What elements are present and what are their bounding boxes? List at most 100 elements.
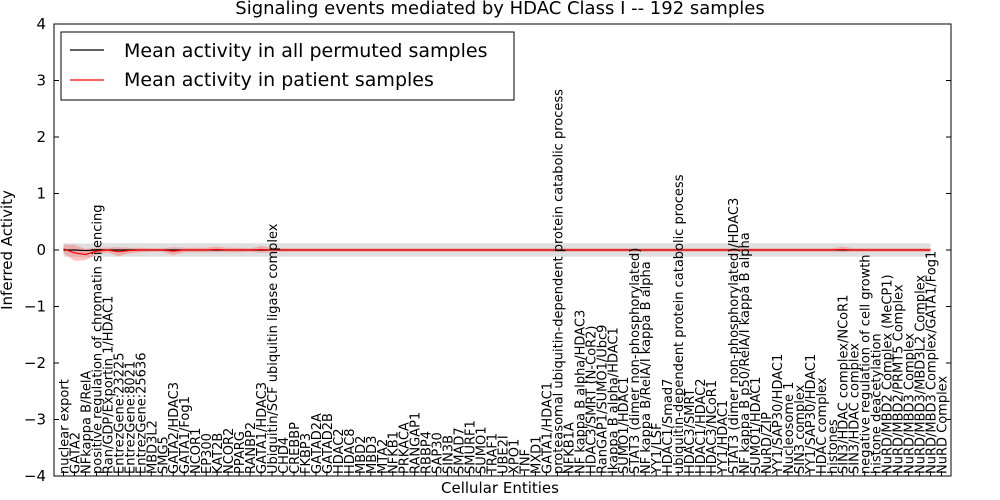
x-tick-label: NFKB1A (562, 422, 577, 474)
x-tick-label: HDAC1/Smad7 (661, 379, 676, 474)
chart-title: Signaling events mediated by HDAC Class … (235, 0, 764, 19)
x-tick-label: HDAC3/SMRT (683, 388, 698, 474)
x-tick-label: NCOR1 (189, 428, 204, 474)
x-tick-label: EntrezGene:8021 (123, 361, 138, 474)
x-tick-label: TRAF1 (486, 433, 501, 475)
legend: Mean activity in all permuted samples Me… (60, 31, 515, 101)
y-tick-label: −3 (24, 411, 46, 429)
y-tick-label: 1 (36, 185, 46, 203)
x-tick-label: NuRD/MBD3/MBD3L2 Complex (914, 274, 929, 474)
x-tick-label: GATA1/HDAC1 (540, 382, 555, 474)
x-tick-label: GATA2/HDAC3 (167, 382, 182, 474)
x-tick-label: CHD4 (277, 437, 292, 474)
x-tick-label: Ikappa B alpha/HDAC1 (606, 327, 621, 474)
x-tick-label: RanGAP1/SUMO1/Ubc9 (595, 325, 610, 474)
x-tick-label: HDAC1/HDAC2 (694, 378, 709, 474)
x-tick-label: NuRD/MBD3 Complex/GATA1/Fog1 (925, 251, 940, 474)
x-tick-label: FKBP3 (299, 433, 314, 474)
x-tick-label: negative regulation of cell growth (859, 254, 874, 474)
x-tick-label: SMAD7 (453, 427, 468, 474)
x-tick-label: Nucleosome 1 (782, 382, 797, 474)
x-tick-label: Ran/GDP/Exportin 1/HDAC1 (101, 296, 116, 474)
x-tick-label: EntrezGene:25636 (134, 353, 149, 474)
x-tick-label: nuclear export (57, 379, 72, 474)
x-tick-label: SIN3B (442, 435, 457, 474)
x-tick-label: histones (826, 419, 841, 474)
x-tick-label: NCOR2 (222, 428, 237, 474)
y-tick-label: 2 (36, 128, 46, 146)
x-tick-label: HDAC complex (815, 377, 830, 474)
y-tick-label: −1 (24, 298, 46, 316)
x-tick-label: NuRD/ZIP (760, 412, 775, 474)
x-tick-label: RANGAP1 (409, 412, 424, 474)
x-tick-label: NuRD/MBD2 Complex (MeCP1) (881, 274, 896, 474)
x-tick-label: KAT2B (211, 433, 226, 474)
y-tick-label: −4 (24, 467, 46, 485)
x-tick-label: GATAD2B (321, 413, 336, 474)
x-tick-label: RANBP2 (244, 422, 259, 474)
x-tick-label: MTA2 (376, 439, 391, 474)
x-tick-label: EP300 (200, 433, 215, 474)
x-tick-label: SUMO1 (475, 427, 490, 475)
legend-label-patient: Mean activity in patient samples (124, 69, 434, 91)
x-tick-label: YY1/HDAC1 (716, 400, 731, 475)
x-tick-label: STAT3 (dimer non-phosphorylated)/HDAC3 (727, 198, 742, 474)
y-tick-label: 3 (36, 72, 46, 90)
x-tick-label: PRKACA (398, 422, 413, 474)
x-tick-label: MBD3 (365, 436, 380, 474)
x-tick-label: NFkappa B/RelA (79, 371, 94, 474)
legend-box (60, 31, 515, 101)
x-tick-label: NuRD/MBD3 Complex (903, 333, 918, 474)
x-tick-label: histone deacetylation (870, 333, 885, 474)
y-tick-label: 0 (36, 241, 46, 259)
x-tick-label: RBBP4 (420, 431, 435, 474)
x-tick-label: CREBBP (288, 422, 303, 474)
x-tick-label: NF kappa B/RelA/I kappa B alpha (639, 261, 654, 474)
x-tick-label: proteasomal ubiquitin-dependent protein … (551, 89, 566, 474)
x-tick-label: UBE2I (497, 435, 512, 474)
x-tick-label: HDAC3/NCoR1 (705, 380, 720, 474)
x-tick-label: HDAC2 (332, 428, 347, 474)
x-tick-label: TNF (518, 449, 533, 475)
x-tick-label: NF kappa B p50/RelA/I kappa B alpha (738, 232, 753, 474)
x-tick-label: NuRD/MBD2/PRMT5 Complex (892, 284, 907, 474)
x-tick-label: SIN3/HDAC complex (848, 343, 863, 474)
y-axis-label: Inferred Activity (0, 190, 16, 310)
series-line-1 (63, 248, 931, 256)
x-tick-label: GATA1/Fog1 (178, 396, 193, 474)
x-tick-label: MXD1 (529, 436, 544, 474)
x-tick-label: XPO1 (507, 439, 522, 474)
x-tick-label: NF kappa B alpha/HDAC3 (573, 310, 588, 474)
legend-label-permuted: Mean activity in all permuted samples (124, 40, 487, 62)
x-tick-label: SMURF1 (464, 420, 479, 474)
x-tick-label: EntrezGene:23225 (112, 353, 127, 474)
x-tick-label: SMG5 (156, 436, 171, 474)
x-tick-label: ubiquitin-dependent protein catabolic pr… (672, 174, 687, 474)
x-tick-label: MBD2 (354, 436, 369, 474)
x-tick-label: NFKB1 (387, 431, 402, 474)
x-tick-label: SIN3 complex (793, 384, 808, 474)
x-tick-label: HDAC3/SMRT (N-CoR2) (584, 326, 599, 474)
x-axis-label: Cellular Entities (441, 479, 559, 497)
x-tick-label: PPARG (233, 431, 248, 474)
x-tick-label: SAP30 (431, 432, 446, 474)
x-tick-label: STAT3 (dimer non-phosphorylated) (628, 248, 643, 474)
x-tick-label: Ubiquitin/SCF ubiquitin ligase complex (266, 223, 281, 474)
x-tick-label: SIN3/HDAC complex/NCoR1 (837, 295, 852, 474)
x-tick-label: GATAD2A (310, 413, 325, 474)
x-tick-label: YY1/SAP30/HDAC1 (771, 354, 786, 475)
y-tick-label: 4 (36, 15, 46, 33)
x-tick-label: SUMO1/HDAC1 (749, 377, 764, 474)
x-tick-label: MBD3L2 (145, 420, 160, 474)
x-tick-label: NuRD Complex (936, 376, 951, 474)
x-tick-label: positive regulation of chromatin silenci… (90, 204, 105, 474)
x-tick-label: YY1/SAP30/HDAC1 (804, 354, 819, 475)
x-tick-label: GATA1/HDAC3 (255, 382, 270, 474)
x-tick-label: GATA2 (68, 432, 83, 474)
x-tick-label: SUMO1/HDAC1 (617, 377, 632, 474)
confidence-band-1 (63, 244, 931, 261)
x-tick-label: YY1/LSF (650, 422, 665, 475)
x-tick-label: HDAC8 (343, 428, 358, 474)
